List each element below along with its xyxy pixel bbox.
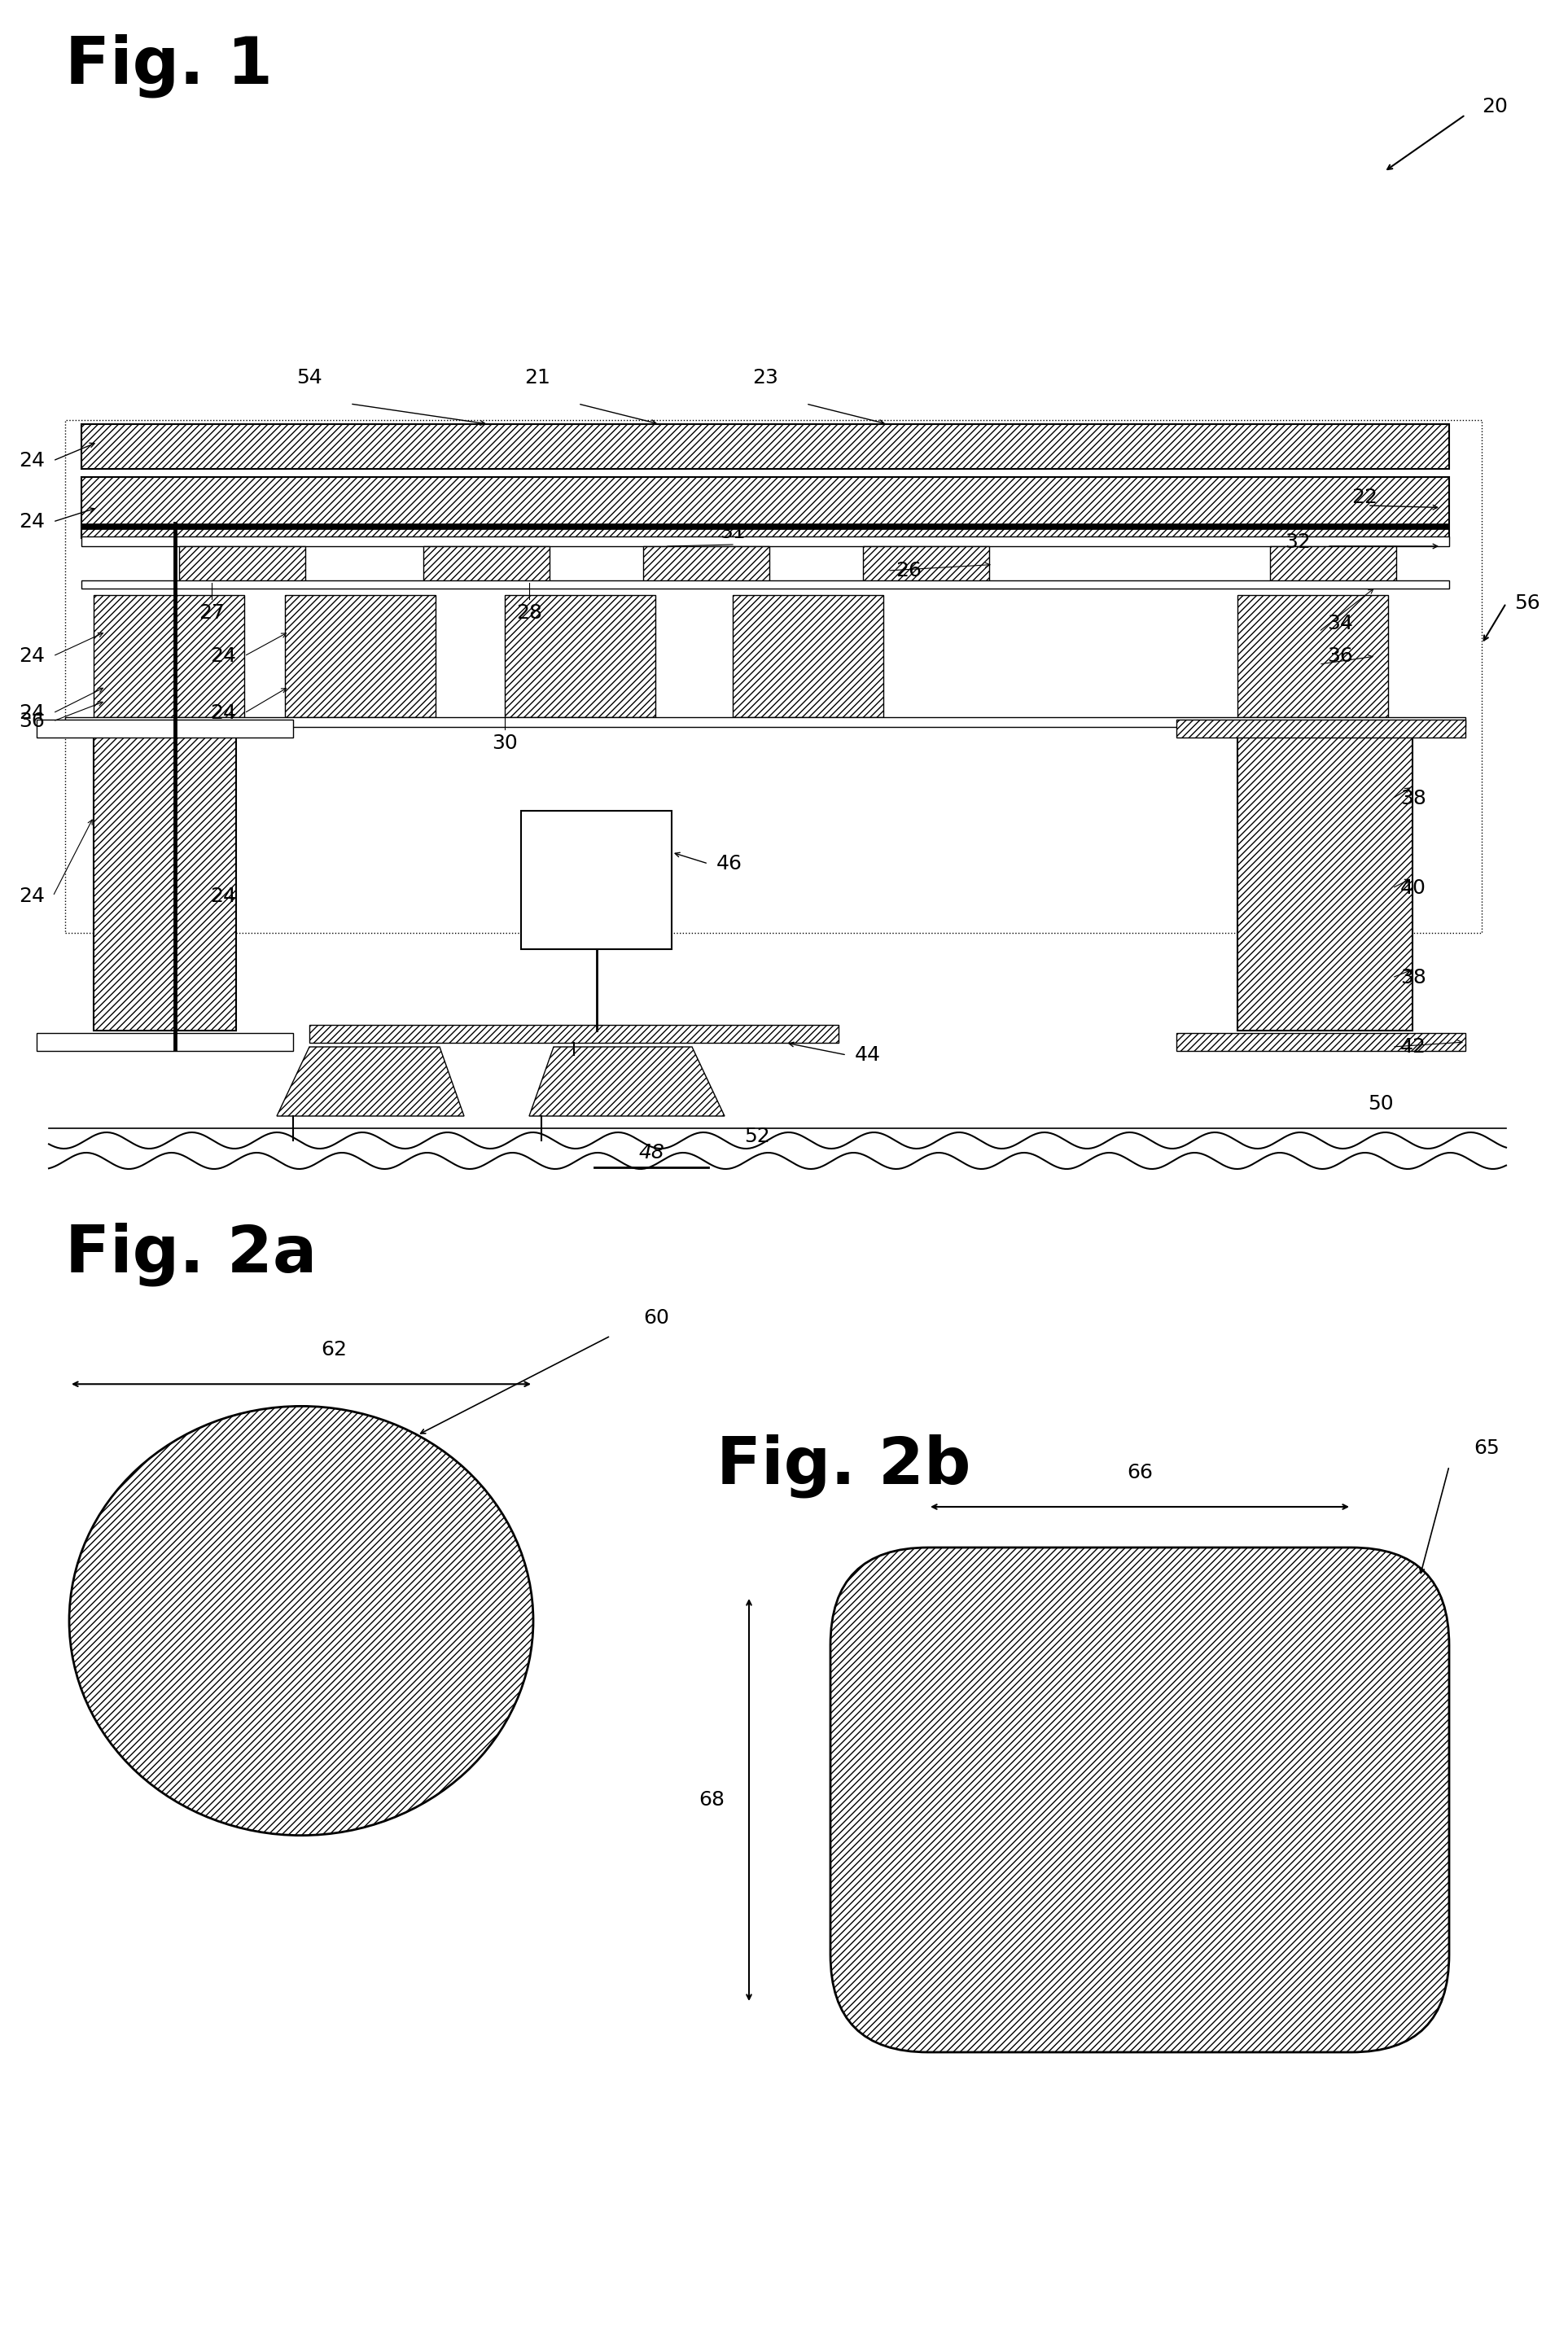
Text: 46: 46 bbox=[717, 855, 743, 873]
Bar bbox=[82, 580, 1449, 589]
Bar bbox=[423, 547, 549, 582]
Text: 66: 66 bbox=[1127, 1463, 1152, 1481]
Text: 50: 50 bbox=[1367, 1095, 1394, 1113]
Text: 42: 42 bbox=[1400, 1036, 1427, 1057]
Bar bbox=[36, 720, 293, 738]
Polygon shape bbox=[278, 1046, 464, 1116]
Text: 26: 26 bbox=[895, 561, 922, 580]
Bar bbox=[94, 724, 237, 1032]
Bar bbox=[285, 596, 436, 717]
Text: 24: 24 bbox=[19, 703, 45, 722]
Text: 44: 44 bbox=[855, 1046, 881, 1064]
Text: 52: 52 bbox=[745, 1127, 770, 1146]
Text: 22: 22 bbox=[1352, 487, 1378, 508]
Text: 54: 54 bbox=[296, 368, 323, 387]
Text: 31: 31 bbox=[720, 522, 746, 543]
Text: 56: 56 bbox=[1515, 594, 1540, 613]
Text: 34: 34 bbox=[1327, 615, 1353, 633]
Bar bbox=[66, 419, 1482, 934]
Text: 60: 60 bbox=[643, 1309, 670, 1328]
Text: 38: 38 bbox=[1400, 790, 1427, 808]
Text: 40: 40 bbox=[1400, 878, 1427, 899]
Bar bbox=[179, 547, 306, 582]
Bar bbox=[1176, 1034, 1466, 1050]
Bar bbox=[732, 596, 883, 717]
Text: 62: 62 bbox=[321, 1339, 347, 1360]
Bar bbox=[643, 547, 770, 582]
Text: Fig. 2b: Fig. 2b bbox=[717, 1435, 971, 1498]
Bar bbox=[1237, 596, 1388, 717]
Text: 24: 24 bbox=[19, 647, 45, 666]
Text: 48: 48 bbox=[638, 1144, 665, 1162]
Bar bbox=[82, 536, 1449, 547]
Text: 24: 24 bbox=[19, 452, 45, 470]
Text: 21: 21 bbox=[524, 368, 550, 387]
Text: 36: 36 bbox=[1327, 647, 1353, 666]
Bar bbox=[1237, 724, 1413, 1032]
Text: 38: 38 bbox=[1400, 969, 1427, 987]
Text: Fig. 2a: Fig. 2a bbox=[66, 1223, 317, 1286]
FancyBboxPatch shape bbox=[831, 1546, 1449, 2052]
Bar bbox=[521, 810, 671, 950]
Polygon shape bbox=[528, 1046, 724, 1116]
Bar bbox=[309, 1025, 839, 1043]
Bar bbox=[862, 547, 989, 582]
Bar bbox=[1270, 547, 1396, 582]
Text: 32: 32 bbox=[1284, 533, 1311, 552]
Text: 68: 68 bbox=[698, 1791, 724, 1810]
Bar bbox=[82, 424, 1449, 468]
Text: 24: 24 bbox=[210, 703, 237, 722]
Bar bbox=[94, 596, 245, 717]
Text: 65: 65 bbox=[1474, 1439, 1499, 1458]
Bar bbox=[1176, 720, 1466, 738]
Bar bbox=[505, 596, 655, 717]
Bar bbox=[66, 717, 1466, 727]
Text: 24: 24 bbox=[210, 887, 237, 906]
Text: 24: 24 bbox=[19, 887, 45, 906]
Bar bbox=[82, 524, 1449, 529]
Text: Fig. 1: Fig. 1 bbox=[66, 33, 273, 98]
Text: 24: 24 bbox=[19, 512, 45, 531]
Text: 27: 27 bbox=[199, 603, 224, 622]
Ellipse shape bbox=[69, 1407, 533, 1835]
Text: 23: 23 bbox=[753, 368, 778, 387]
Bar bbox=[36, 1034, 293, 1050]
Text: 24: 24 bbox=[210, 647, 237, 666]
Text: 28: 28 bbox=[516, 603, 543, 622]
Text: 36: 36 bbox=[19, 710, 45, 731]
Text: 30: 30 bbox=[492, 734, 517, 752]
Bar bbox=[82, 477, 1449, 538]
Text: 20: 20 bbox=[1482, 98, 1508, 116]
